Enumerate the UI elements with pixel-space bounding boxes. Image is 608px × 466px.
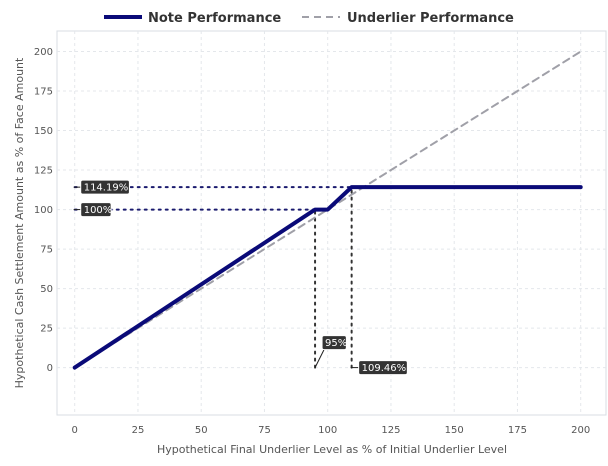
callout-y-114-19: 114.19% bbox=[73, 179, 130, 195]
y-axis-ticks: 0 25 50 75 100 125 150 175 200 bbox=[34, 47, 53, 374]
x-tick-label: 150 bbox=[445, 425, 464, 436]
x-axis-ticks: 0 25 50 75 100 125 150 175 200 bbox=[72, 425, 591, 436]
plot-area bbox=[56, 30, 607, 416]
legend: Note Performance Underlier Performance bbox=[104, 11, 514, 26]
legend-label-underlier: Underlier Performance bbox=[347, 11, 514, 26]
y-tick-label: 200 bbox=[34, 47, 53, 58]
callout-box bbox=[358, 360, 408, 376]
x-tick-label: 50 bbox=[195, 425, 208, 436]
series-lines bbox=[72, 50, 583, 370]
callout-box bbox=[80, 202, 112, 218]
x-tick-label: 75 bbox=[258, 425, 271, 436]
callout-label: 95% bbox=[325, 338, 347, 349]
y-tick-label: 50 bbox=[40, 284, 53, 295]
legend-label-note: Note Performance bbox=[148, 11, 281, 26]
x-tick-label: 0 bbox=[72, 425, 78, 436]
callout-box bbox=[321, 335, 347, 351]
guide-lines bbox=[73, 186, 353, 369]
y-tick-label: 0 bbox=[47, 363, 53, 374]
x-tick-label: 175 bbox=[508, 425, 527, 436]
callouts: 114.19% 100% 95% 109.46% bbox=[73, 179, 408, 376]
callout-leader bbox=[314, 349, 325, 368]
y-tick-label: 25 bbox=[40, 324, 53, 335]
y-tick-label: 150 bbox=[34, 126, 53, 137]
y-axis-title: Hypothetical Cash Settlement Amount as %… bbox=[13, 57, 26, 388]
y-tick-label: 100 bbox=[34, 205, 53, 216]
x-tick-label: 200 bbox=[571, 425, 590, 436]
x-axis-title: Hypothetical Final Underlier Level as % … bbox=[157, 443, 507, 456]
y-tick-label: 125 bbox=[34, 166, 53, 177]
callout-label: 109.46% bbox=[362, 363, 407, 374]
callout-x-109-46: 109.46% bbox=[350, 360, 408, 376]
x-tick-label: 25 bbox=[132, 425, 145, 436]
series-note-performance bbox=[72, 185, 583, 370]
callout-label: 100% bbox=[84, 205, 113, 216]
series-underlier-performance bbox=[73, 50, 582, 369]
callout-y-100: 100% bbox=[73, 202, 113, 218]
callout-label: 114.19% bbox=[84, 183, 129, 194]
y-tick-label: 175 bbox=[34, 87, 53, 98]
callout-box bbox=[80, 179, 130, 195]
callout-x-95: 95% bbox=[314, 335, 347, 368]
grid bbox=[57, 31, 606, 415]
x-tick-label: 125 bbox=[381, 425, 400, 436]
y-tick-label: 75 bbox=[40, 245, 53, 256]
x-tick-label: 100 bbox=[318, 425, 337, 436]
